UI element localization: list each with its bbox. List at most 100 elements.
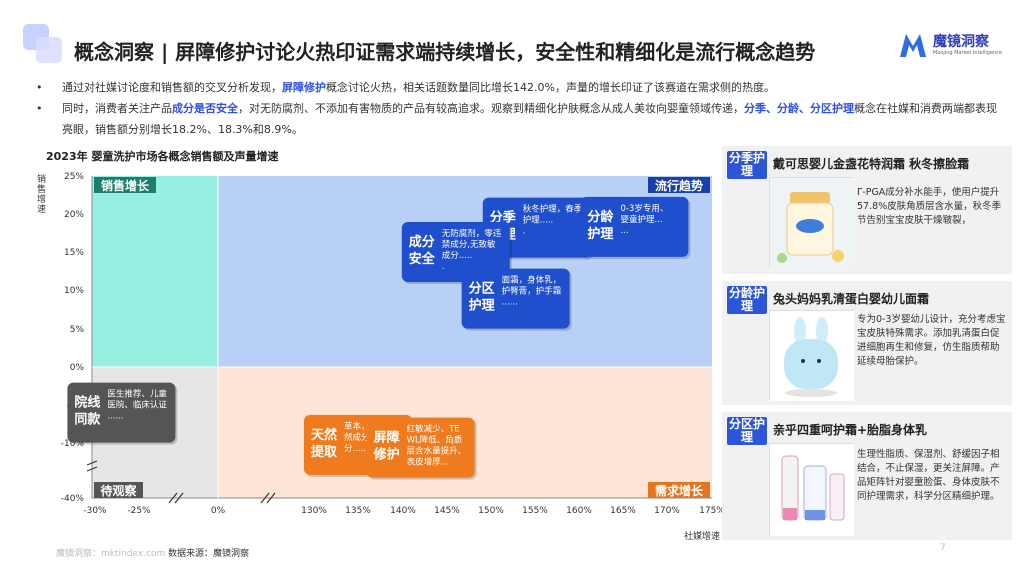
footer-watermark: 魔镜洞察：mktindex.com xyxy=(56,549,166,559)
y-tick-label: -40% xyxy=(61,494,85,504)
y-tick-label: 10% xyxy=(64,286,84,296)
axis-break-mark xyxy=(266,492,276,504)
panel-tag: 分龄护理 xyxy=(727,286,767,314)
x-tick-label: -25% xyxy=(127,506,151,516)
text-run: 同时，消费者关注产品 xyxy=(62,102,172,115)
bullet-item: • 通过对社媒讨论度和销售额的交叉分析发现，屏障修护概念讨论火热，相关话题数量同… xyxy=(36,77,1002,98)
concept-title: 天然 xyxy=(311,427,337,443)
chart-title: 2023年 婴童洗护市场各概念销售额及声量增速 xyxy=(46,150,279,163)
concept-desc: 护臀膏，护手霜 xyxy=(502,286,562,297)
logo-name: 魔镜洞察 xyxy=(933,34,989,50)
bullet-text: 同时，消费者关注产品成分是否安全，对无防腐剂、不添加有害物质的产品有较高追求。观… xyxy=(62,98,1002,140)
bunny-jar-image xyxy=(769,310,854,401)
text-run: 概念在社媒和消费两端都表现亮眼，销售额分别增长18.2%、18.3%和8.9%。 xyxy=(62,102,997,136)
bullet-item: • 同时，消费者关注产品成分是否安全，对无防腐剂、不添加有害物质的产品有较高追求… xyxy=(36,98,1002,140)
product-description: Γ-PGA成分补水能手，使用户提升57.8%皮肤角质层含水量，秋冬季节告别宝宝皮… xyxy=(857,187,1002,226)
page-title: 概念洞察 | 屏障修护讨论火热印证需求端持续增长，安全性和精细化是流行概念趋势 xyxy=(74,40,816,64)
x-tick-label: 160% xyxy=(566,506,592,516)
concept-box xyxy=(67,382,176,443)
axis-break-mark xyxy=(86,460,98,466)
concept-title: 安全 xyxy=(409,251,436,267)
y-tick-label: 0% xyxy=(70,363,85,373)
y-tick-label: 15% xyxy=(64,248,84,258)
text-run: 通过对社媒讨论度和销售额的交叉分析发现， xyxy=(62,81,282,94)
product-name: 兔头妈妈乳清蛋白婴幼儿面霜 xyxy=(773,292,930,306)
quadrant-label-watch: 待观察 xyxy=(100,483,137,498)
concept-title: 提取 xyxy=(311,444,338,460)
logo-tagline: Moojing Market Intelligence xyxy=(933,50,1003,56)
y-tick-label: 25% xyxy=(64,172,84,182)
concept-title: 同款 xyxy=(74,412,101,428)
highlight-text: 屏障修护 xyxy=(282,81,326,94)
concept-desc: WL降低、角质 xyxy=(407,435,463,446)
y-tick-label: 20% xyxy=(64,210,84,220)
quadrant-label-watch-bg xyxy=(94,482,143,498)
quadrant-sales-growth xyxy=(92,176,218,367)
x-tick-label: 0% xyxy=(211,506,226,516)
concept-desc: 婴童护理... xyxy=(620,214,662,225)
logo-mark-icon xyxy=(900,34,926,57)
axis-break-mark xyxy=(86,466,98,472)
axis-break-mark xyxy=(260,492,270,504)
concept-desc: 成分..... xyxy=(442,250,473,261)
x-tick-label: -30% xyxy=(83,506,107,516)
quadrant-label-popular-trend: 流行趋势 xyxy=(655,178,703,193)
concept-desc: ...... xyxy=(107,412,123,422)
bullet-dot: • xyxy=(36,102,43,115)
product-description: 专为0-3岁婴幼儿设计，充分考虑宝宝皮肤特殊需求。添加乳清蛋白促进细胞再生和修复… xyxy=(857,314,1006,367)
axis-break-mark xyxy=(168,492,178,504)
quadrant-label-demand-growth-bg xyxy=(648,482,710,498)
concept-title: 分龄 xyxy=(587,209,614,225)
concept-title: 院线 xyxy=(74,395,100,411)
tube-products-image xyxy=(769,443,854,536)
concept-desc: 禁成分,无致敏 xyxy=(442,239,496,250)
concept-box xyxy=(401,222,510,282)
concept-title: 护理 xyxy=(469,298,495,314)
x-axis-label: 社媒增速 xyxy=(684,532,721,542)
bullet-text: 通过对社媒讨论度和销售额的交叉分析发现，屏障修护概念讨论火热，相关话题数量同比增… xyxy=(62,77,775,98)
concept-desc: ...... xyxy=(502,298,518,308)
highlight-text: 成分是否安全 xyxy=(172,102,238,115)
y-axis-label: 销售增速 xyxy=(37,175,47,215)
concept-desc: 秋冬护理，春季 xyxy=(523,204,583,215)
concept-desc: 0-3岁专用、 xyxy=(620,203,668,214)
product-name: 戴可思婴儿金盏花特润霜 秋冬擦脸霜 xyxy=(773,157,970,171)
concept-title: 护理 xyxy=(587,226,613,242)
concept-title: 修护 xyxy=(373,447,400,463)
product-name: 亲乎四重呵护霜+胎脂身体乳 xyxy=(773,423,928,437)
concept-desc: . xyxy=(523,227,526,237)
product-description: 生理性脂质、保湿剂、舒缓因子相结合，不止保湿，更关注屏障。产品矩阵针对婴童脸蛋、… xyxy=(857,449,1000,502)
quadrant-label-sales-growth: 销售增长 xyxy=(101,178,150,193)
concept-desc: . xyxy=(442,262,445,272)
concept-title: 分区 xyxy=(469,281,495,297)
concept-desc: 分...... xyxy=(344,444,369,454)
concept-desc: 医生推荐、儿童 xyxy=(107,389,167,400)
axis-break-mark xyxy=(174,492,184,504)
quadrant-label-demand-growth: 需求增长 xyxy=(655,483,704,498)
data-source: 数据来源：魔镜洞察 xyxy=(168,549,250,559)
concept-box xyxy=(366,417,475,478)
concept-title: 分季 xyxy=(490,210,516,226)
concept-desc: ... xyxy=(620,226,628,236)
text-run: ，对无防腐剂、不添加有害物质的产品有较高追求。观察到精细化护肤概念从成人美妆向婴… xyxy=(238,102,744,115)
x-tick-label: 135% xyxy=(345,506,371,516)
x-tick-label: 130% xyxy=(301,506,327,516)
brand-logo: 魔镜洞察 Moojing Market Intelligence xyxy=(898,30,1002,60)
product-panel-zone: 分区护理 亲乎四重呵护霜+胎脂身体乳 生理性脂质、保湿剂、舒缓因子相结合，不止保… xyxy=(722,412,1012,540)
y-tick-label: 5% xyxy=(70,325,85,335)
x-tick-label: 165% xyxy=(610,506,636,516)
x-tick-label: 155% xyxy=(522,506,548,516)
cream-jar-image xyxy=(769,177,854,270)
concept-desc: 面霜，身体乳， xyxy=(502,275,562,286)
concept-title: 成分 xyxy=(409,234,435,250)
concept-box xyxy=(461,268,570,329)
x-tick-label: 150% xyxy=(478,506,504,516)
concept-box xyxy=(580,196,689,257)
x-tick-label: 175% xyxy=(699,506,725,516)
x-tick-label: 170% xyxy=(654,506,680,516)
concept-title: 屏障 xyxy=(374,430,400,446)
decor-square xyxy=(36,37,62,63)
x-tick-label: 140% xyxy=(390,506,416,516)
product-panel-age: 分龄护理 兔头妈妈乳清蛋白婴幼儿面霜 专为0-3岁婴幼儿设计，充分考虑宝宝皮肤特… xyxy=(722,281,1012,405)
concept-desc: 护理..... xyxy=(523,215,554,226)
